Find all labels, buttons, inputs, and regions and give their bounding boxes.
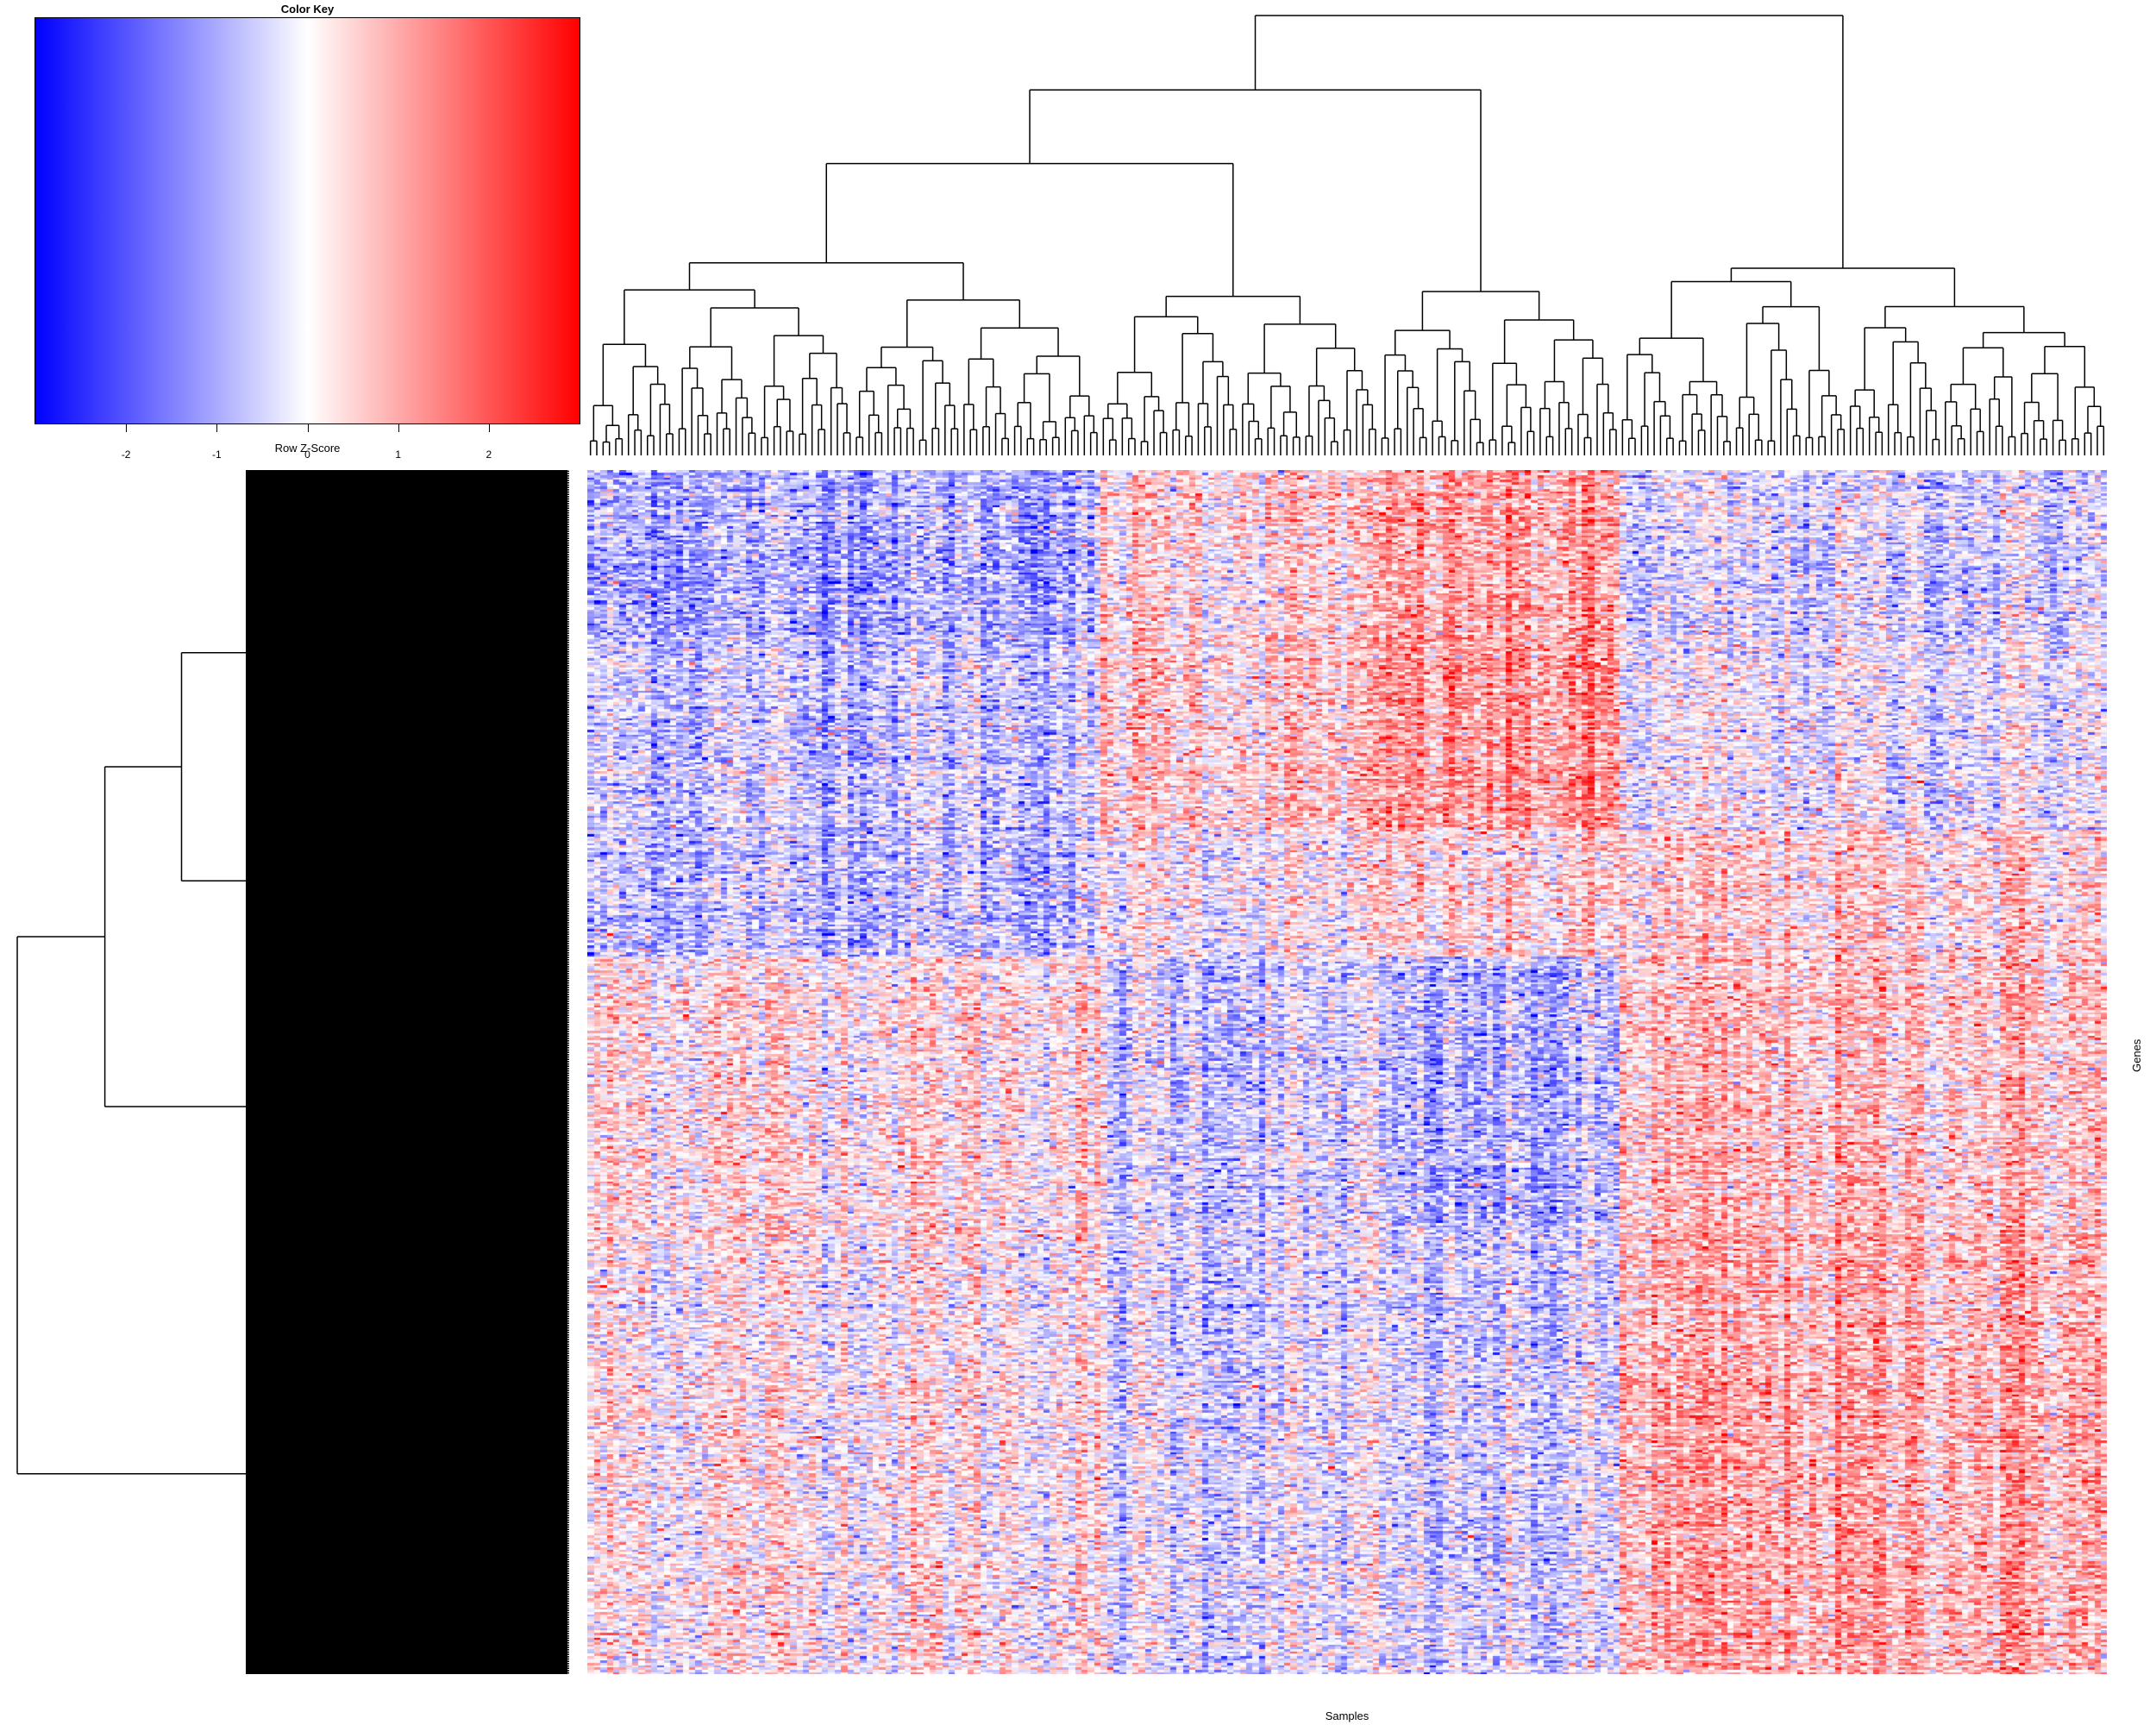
heatmap-matrix: [587, 470, 2107, 1674]
color-key-tick: [216, 424, 218, 432]
color-key-title: Color Key: [280, 3, 335, 16]
color-key-gradient: [35, 18, 580, 423]
color-key-tick-label: 2: [486, 448, 492, 461]
color-key-frame: [34, 17, 580, 424]
column-dendrogram: [589, 15, 2105, 455]
color-key-tick: [398, 424, 399, 432]
color-key-label: Row Z-Score: [274, 442, 341, 455]
color-key-tick-label: 1: [395, 448, 401, 461]
heatmap-cells: [587, 470, 2107, 1674]
color-key-tick-label: -2: [121, 448, 131, 461]
color-key-tick-label: 0: [304, 448, 310, 461]
color-key-tick: [307, 424, 309, 432]
color-key-tick: [488, 424, 490, 432]
color-key-tick-label: -1: [211, 448, 222, 461]
color-key-tick: [126, 424, 128, 432]
x-axis-label: Samples: [1325, 1709, 1369, 1722]
y-axis-label: Genes: [2130, 1038, 2143, 1072]
row-dendrogram-leaves: [246, 470, 567, 1674]
